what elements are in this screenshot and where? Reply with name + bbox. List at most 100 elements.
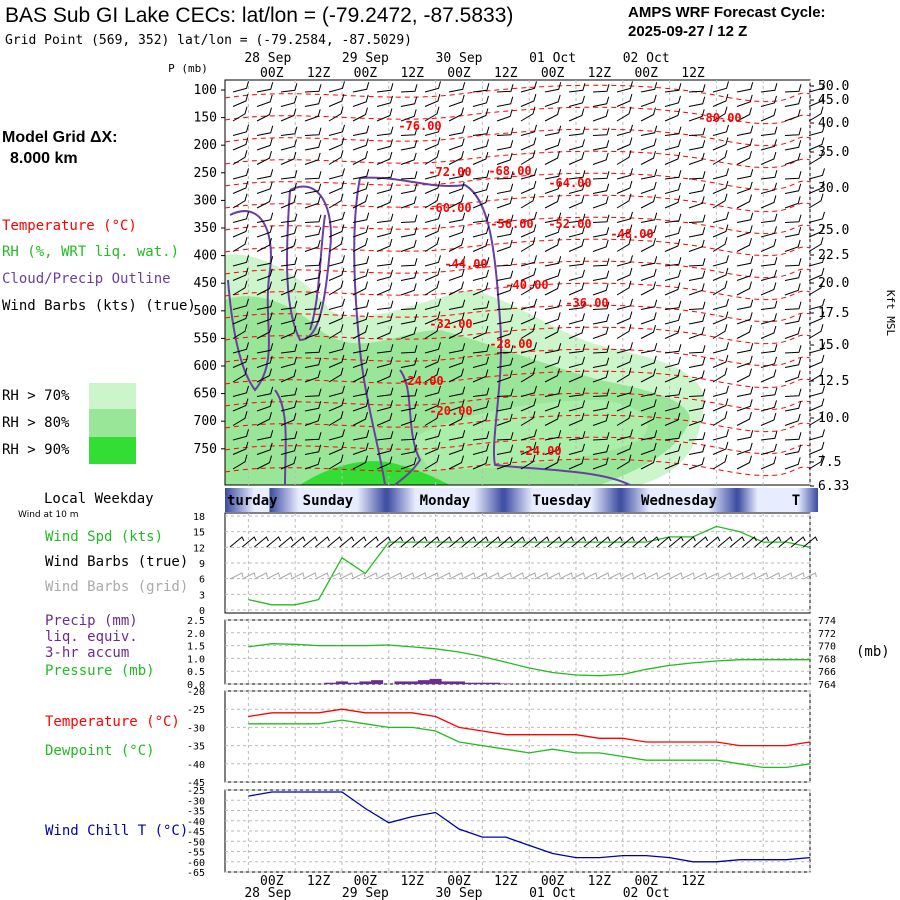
wind-barb xyxy=(784,109,801,122)
wind-panel-tick-label: 18 xyxy=(193,512,205,523)
wind-barb xyxy=(424,168,441,180)
wind-barb xyxy=(352,169,370,180)
top-date-label: 28 Sep xyxy=(244,51,291,66)
wind-barb xyxy=(520,211,537,223)
wind-barb xyxy=(616,81,633,93)
wind-barb xyxy=(688,388,706,397)
precip-panel-tick-label: 2.5 xyxy=(187,616,205,627)
wind-panel-tick-label: 0 xyxy=(199,606,205,617)
temperature-contour-label: -36.00 xyxy=(565,296,608,310)
pressure-tick-label: 300 xyxy=(194,193,217,208)
wind-barb xyxy=(400,301,418,310)
kft-tick-label: 40.0 xyxy=(818,116,849,131)
wind-barb xyxy=(400,357,418,368)
wind-barb xyxy=(424,367,440,383)
windchill-panel-frame xyxy=(224,789,811,873)
wind-barb xyxy=(544,94,561,107)
wind-barb xyxy=(472,238,489,252)
wind-barb xyxy=(712,267,729,281)
wind-barb xyxy=(736,430,754,441)
wind-barb xyxy=(400,314,418,325)
wind-barb xyxy=(664,139,681,151)
wind-barb xyxy=(592,357,610,368)
wind-barb xyxy=(640,181,657,194)
wind-barb xyxy=(712,454,728,470)
wind-barb xyxy=(736,212,754,223)
wind-barb xyxy=(688,171,706,180)
grid-wind-barb xyxy=(656,572,671,580)
wind-barb xyxy=(568,344,586,354)
wind-panel-tick-label: 15 xyxy=(193,528,205,539)
wind-barb xyxy=(688,326,705,339)
wind-barb xyxy=(688,401,706,412)
wind-barb xyxy=(304,171,322,180)
wind-barb xyxy=(784,239,801,252)
wind-barb xyxy=(448,237,464,252)
wind-barb xyxy=(256,442,273,455)
grid-wind-barb xyxy=(473,572,488,580)
wind-barb xyxy=(424,398,441,412)
wind-barb xyxy=(616,411,632,426)
wind-barb xyxy=(232,168,249,180)
top-date-label: 29 Sep xyxy=(342,51,389,66)
wind-barb xyxy=(568,108,585,122)
wind-barb xyxy=(328,298,345,310)
wind-barb xyxy=(304,357,322,368)
wind-barb xyxy=(808,224,825,238)
wind-barb xyxy=(592,401,610,412)
wind-barb xyxy=(808,93,825,107)
day-label: Wednesday xyxy=(641,493,717,509)
wind-barb xyxy=(256,299,274,310)
top-hour-label: 12Z xyxy=(307,66,331,81)
wind-barb xyxy=(616,106,632,122)
wind-barb xyxy=(736,343,754,354)
wind-barb xyxy=(424,237,440,252)
wind-barb xyxy=(688,183,706,194)
surface-wind-barb xyxy=(656,536,672,548)
wind-barb xyxy=(424,106,440,122)
wind-barb xyxy=(784,413,801,426)
wind-barb xyxy=(688,84,706,93)
wind-barb xyxy=(328,93,345,107)
wind-barb xyxy=(496,370,513,383)
grid-wind-barb xyxy=(302,572,317,580)
grid-wind-barb xyxy=(583,572,598,580)
wind-barb xyxy=(592,196,609,209)
wind-barb xyxy=(736,442,753,455)
wind-barb xyxy=(640,368,656,383)
wind-barb xyxy=(664,456,681,470)
wind-barb xyxy=(784,196,801,209)
surface-wind-barb xyxy=(449,536,465,548)
wind-barb xyxy=(520,193,536,209)
wind-barb xyxy=(592,444,610,455)
dewpoint-line xyxy=(248,719,811,769)
wind-barb xyxy=(232,324,248,339)
wind-barb xyxy=(280,213,298,223)
wind-barb xyxy=(544,411,560,426)
wind-barb xyxy=(640,225,657,238)
wind-barb xyxy=(232,124,249,136)
surface-wind-barb xyxy=(376,536,391,548)
wind-barb xyxy=(280,238,297,252)
wind-barb xyxy=(544,181,561,194)
wind-barb xyxy=(472,126,490,136)
wind-barb xyxy=(544,399,561,412)
wind-barb xyxy=(376,443,393,455)
grid-point-info: Grid Point (569, 352) lat/lon = (-79.258… xyxy=(5,33,412,48)
wind-barb xyxy=(328,280,344,296)
grid-wind-barb xyxy=(327,572,342,580)
wind-barb xyxy=(640,430,658,441)
top-hour-label: 00Z xyxy=(260,66,284,81)
wind-barb xyxy=(640,299,658,310)
wind-barb xyxy=(448,281,464,296)
wind-barb xyxy=(616,224,633,238)
wind-barb xyxy=(592,432,610,441)
wind-barb xyxy=(376,238,393,252)
wind-barb xyxy=(472,282,489,296)
wind-barb xyxy=(568,182,585,194)
temperature-contour-label: -28.00 xyxy=(489,337,532,351)
wind-barb xyxy=(544,212,562,223)
wind-barb xyxy=(328,193,344,209)
wind-barb xyxy=(664,257,682,267)
wind-barb xyxy=(376,344,394,354)
